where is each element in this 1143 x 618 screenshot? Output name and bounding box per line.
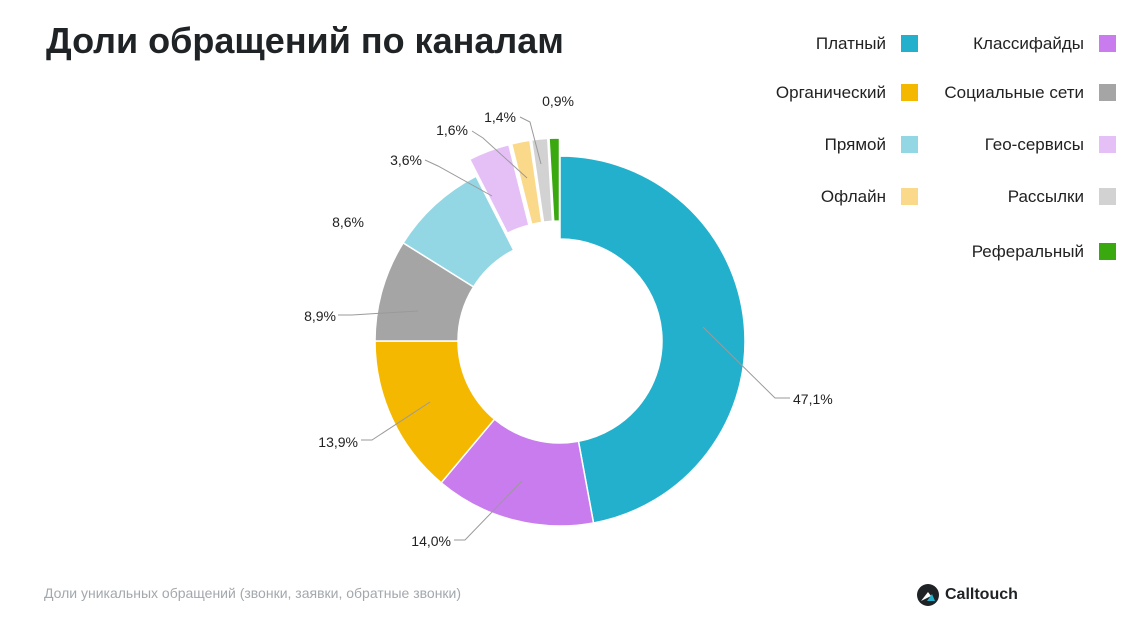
- legend-label-9: Реферальный: [972, 242, 1084, 261]
- chart-slices: [374, 137, 746, 527]
- calltouch-logo-icon: [917, 584, 939, 606]
- data-label-8: 1,4%: [484, 109, 516, 125]
- legend-swatch-2: [1099, 35, 1116, 52]
- legend-swatch-7: [901, 188, 918, 205]
- data-label-1: 47,1%: [793, 391, 833, 407]
- leader-line-6: [424, 159, 493, 197]
- page-title: Доли обращений по каналам: [46, 20, 564, 61]
- data-label-4: 8,9%: [304, 308, 336, 324]
- chart-data-labels: 47,1% 14,0% 13,9% 8,9% 8,6% 3,6% 1,6% 1,4% 0,9%: [304, 93, 833, 549]
- legend-label-1: Платный: [816, 34, 886, 53]
- chart-legend: Платный Органический Прямой Офлайн Классифай…: [776, 34, 1116, 261]
- legend-swatch-8: [1099, 188, 1116, 205]
- leader-line-3: [361, 401, 431, 441]
- chart-leader-lines: [338, 116, 790, 541]
- leader-line-7: [471, 130, 528, 179]
- legend-label-5: Прямой: [825, 135, 886, 154]
- legend-label-3: Органический: [776, 83, 886, 102]
- legend-label-7: Офлайн: [821, 187, 886, 206]
- data-label-5: 8,6%: [332, 214, 364, 230]
- leader-line-4: [338, 310, 419, 316]
- data-label-6: 3,6%: [390, 152, 422, 168]
- legend-swatch-1: [901, 35, 918, 52]
- legend-swatch-6: [1099, 136, 1116, 153]
- legend-swatch-4: [1099, 84, 1116, 101]
- data-label-7: 1,6%: [436, 122, 468, 138]
- legend-label-6: Гео-сервисы: [985, 135, 1084, 154]
- footnote: Доли уникальных обращений (звонки, заявк…: [44, 585, 462, 601]
- legend-label-4: Социальные сети: [944, 83, 1084, 102]
- legend-swatch-9: [1099, 243, 1116, 260]
- data-label-2: 14,0%: [411, 533, 451, 549]
- leader-line-2: [454, 480, 523, 541]
- brand-name: Calltouch: [945, 586, 1018, 603]
- slice-8: [530, 137, 554, 224]
- data-label-3: 13,9%: [318, 434, 358, 450]
- slice-5: [402, 175, 515, 288]
- leader-line-1: [702, 326, 790, 399]
- slice-1: [559, 155, 746, 524]
- legend-swatch-3: [901, 84, 918, 101]
- legend-label-8: Рассылки: [1008, 187, 1084, 206]
- leader-line-8: [519, 116, 542, 165]
- slice-7: [510, 139, 543, 226]
- legend-swatch-5: [901, 136, 918, 153]
- slice-9: [548, 137, 561, 222]
- brand-logo: Calltouch: [917, 582, 1018, 608]
- data-label-9: 0,9%: [542, 93, 574, 109]
- legend-label-2: Классифайды: [973, 34, 1084, 53]
